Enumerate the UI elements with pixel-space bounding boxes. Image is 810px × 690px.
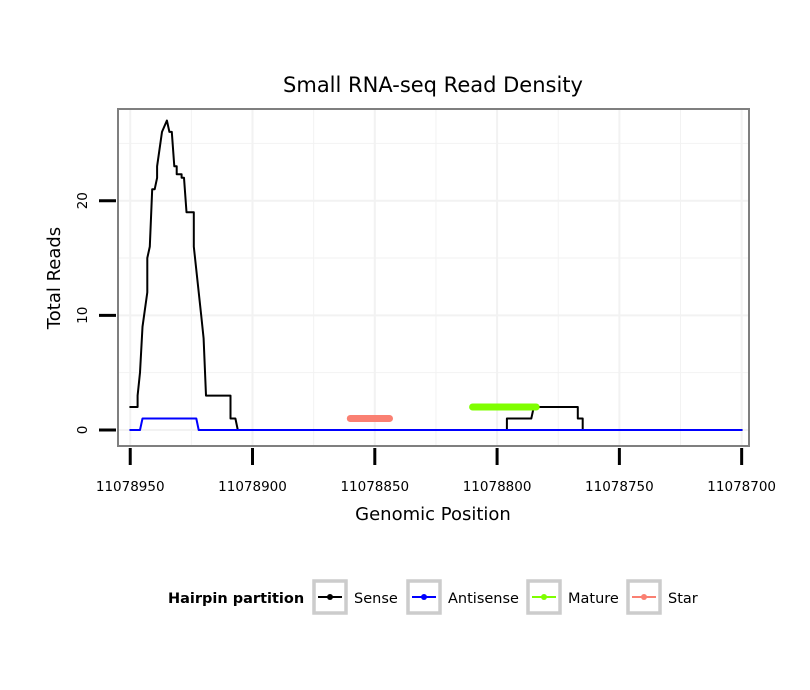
y-tick-label: 20 <box>75 192 91 209</box>
chart-title: Small RNA-seq Read Density <box>283 73 583 97</box>
legend: Hairpin partition Sense Antisense Mature… <box>168 579 698 615</box>
x-tick-label: 11078750 <box>585 479 654 495</box>
x-tick-label: 11078800 <box>463 479 532 495</box>
legend-item-sense: Sense <box>312 579 398 615</box>
x-axis-label: Genomic Position <box>355 504 511 525</box>
axes: 11078950 11078900 11078850 11078800 11078750… <box>75 192 776 495</box>
grid-lines <box>118 109 749 446</box>
series-lines <box>129 119 743 431</box>
legend-item-mature: Mature <box>526 579 619 615</box>
x-tick-label: 11078850 <box>340 479 409 495</box>
legend-dot-antisense <box>421 594 427 600</box>
legend-label-antisense: Antisense <box>448 591 519 607</box>
plot-border <box>117 108 750 447</box>
x-tick-label: 11078700 <box>707 479 776 495</box>
legend-item-star: Star <box>626 579 698 615</box>
y-tick-label: 0 <box>75 426 91 435</box>
y-axis-label: Total Reads <box>44 227 65 330</box>
legend-dot-star <box>641 594 647 600</box>
series-line-antisense <box>129 417 743 431</box>
legend-label-star: Star <box>668 591 698 607</box>
legend-label-mature: Mature <box>568 591 619 607</box>
legend-dot-sense <box>327 594 333 600</box>
legend-dot-mature <box>541 594 547 600</box>
x-tick-label: 11078900 <box>218 479 287 495</box>
legend-title: Hairpin partition <box>168 591 304 607</box>
plot-background <box>118 109 749 446</box>
y-tick-label: 10 <box>75 307 91 324</box>
legend-item-antisense: Antisense <box>406 579 519 615</box>
series-line-sense <box>129 119 743 431</box>
legend-label-sense: Sense <box>354 591 398 607</box>
x-tick-label: 11078950 <box>96 479 165 495</box>
